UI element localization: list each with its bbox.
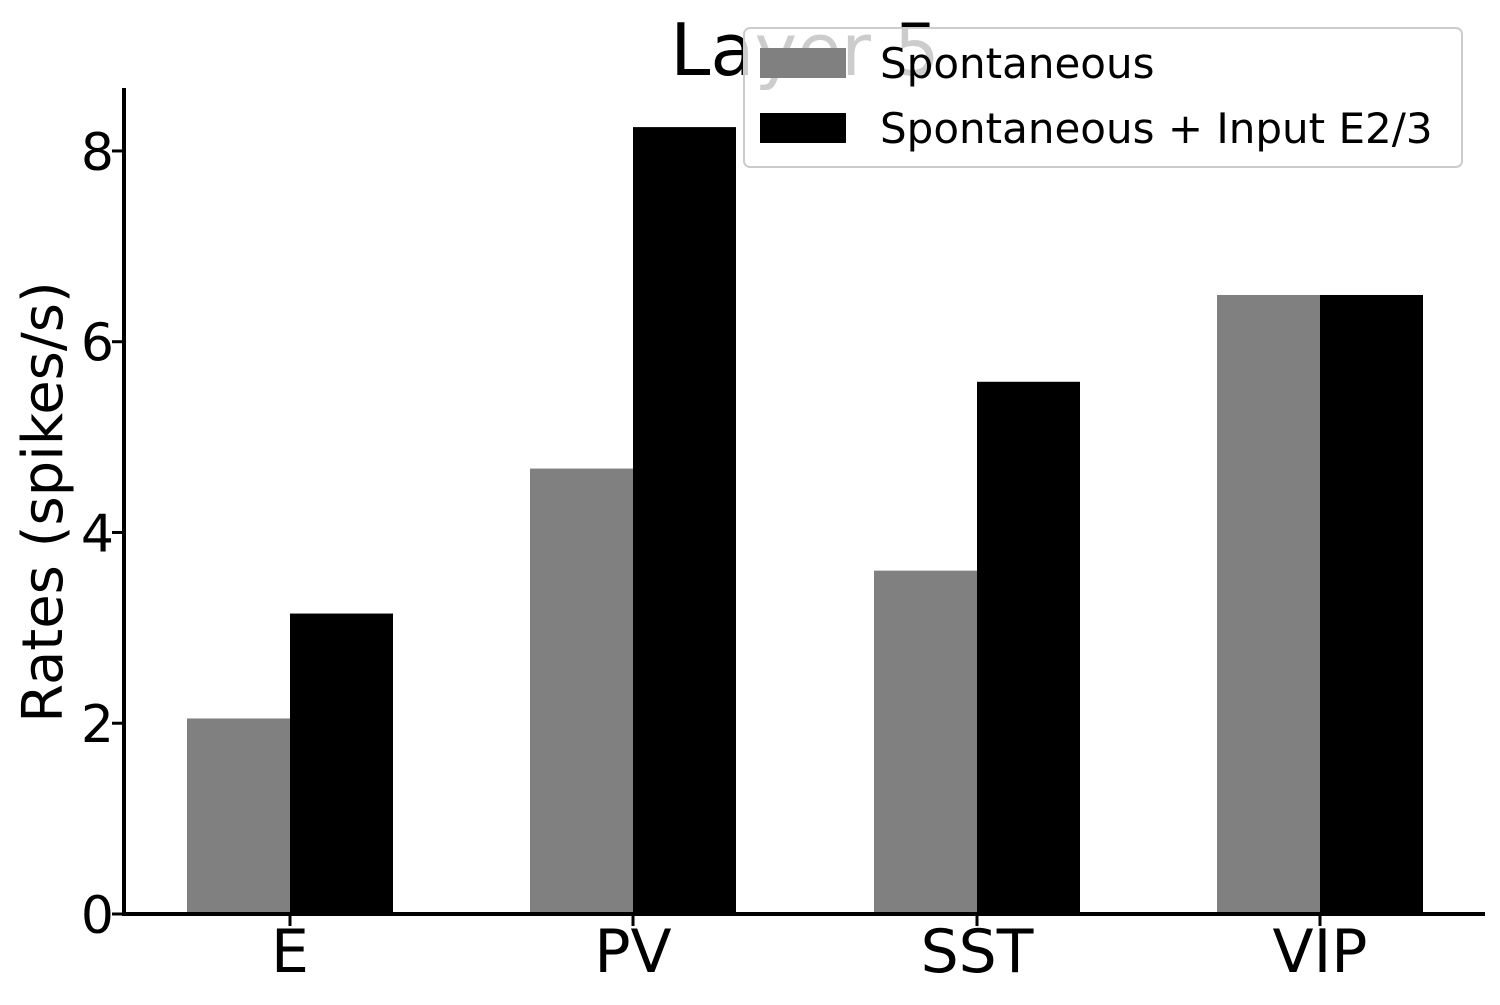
bar-e-series-2	[290, 613, 393, 914]
y-axis-label: Rates (spikes/s)	[11, 281, 76, 722]
legend-swatch-2	[760, 113, 846, 143]
x-tick-label: E	[271, 917, 309, 987]
bar-vip-series-1	[1217, 294, 1320, 914]
bar-pv-series-2	[633, 127, 736, 915]
y-tick-label: 8	[81, 123, 114, 183]
legend-swatch-1	[760, 48, 846, 78]
axes-group: 0 2 4 6 8 E PV SST VIP	[81, 88, 1485, 987]
bar-e-series-1	[187, 718, 290, 914]
x-tick-label: PV	[594, 917, 671, 987]
bars-group	[187, 127, 1423, 915]
y-tick-label: 0	[81, 886, 114, 946]
y-tick-label: 4	[81, 504, 114, 564]
x-tick-label: SST	[921, 917, 1034, 987]
legend: Spontaneous Spontaneous + Input E2/3	[743, 27, 1463, 168]
bar-sst-series-2	[977, 381, 1080, 914]
bar-sst-series-1	[874, 570, 977, 914]
legend-box	[743, 27, 1463, 168]
bar-pv-series-1	[530, 468, 633, 914]
y-tick-label: 6	[81, 314, 114, 374]
legend-label-2: Spontaneous + Input E2/3	[880, 104, 1433, 153]
x-tick-label: VIP	[1273, 917, 1368, 987]
legend-label-1: Spontaneous	[880, 39, 1155, 88]
bar-vip-series-2	[1320, 294, 1423, 914]
y-tick-label: 2	[81, 695, 114, 755]
